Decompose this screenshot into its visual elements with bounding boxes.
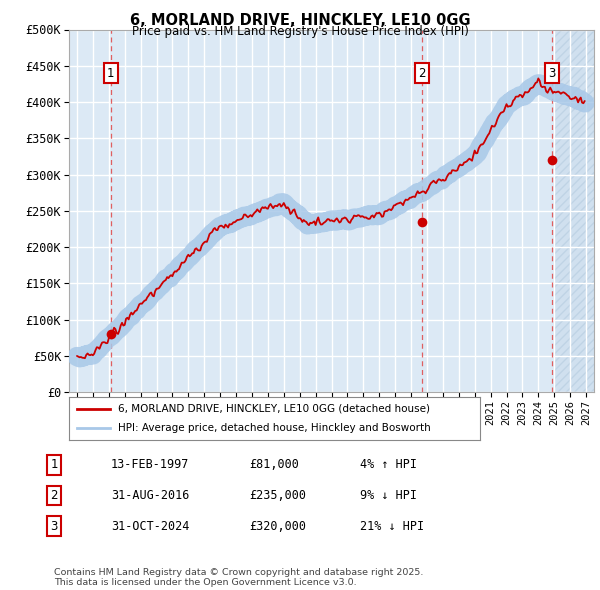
Text: 9% ↓ HPI: 9% ↓ HPI [360,489,417,502]
Text: HPI: Average price, detached house, Hinckley and Bosworth: HPI: Average price, detached house, Hinc… [118,423,431,433]
Text: 6, MORLAND DRIVE, HINCKLEY, LE10 0GG: 6, MORLAND DRIVE, HINCKLEY, LE10 0GG [130,13,470,28]
Text: 1: 1 [107,67,115,80]
Text: £235,000: £235,000 [249,489,306,502]
Text: 31-AUG-2016: 31-AUG-2016 [111,489,190,502]
Text: 6, MORLAND DRIVE, HINCKLEY, LE10 0GG (detached house): 6, MORLAND DRIVE, HINCKLEY, LE10 0GG (de… [118,404,430,414]
Text: £81,000: £81,000 [249,458,299,471]
Text: 2: 2 [50,489,58,502]
Text: Price paid vs. HM Land Registry's House Price Index (HPI): Price paid vs. HM Land Registry's House … [131,25,469,38]
Text: 2: 2 [418,67,425,80]
Text: 13-FEB-1997: 13-FEB-1997 [111,458,190,471]
Text: 1: 1 [50,458,58,471]
Text: £320,000: £320,000 [249,520,306,533]
Text: 31-OCT-2024: 31-OCT-2024 [111,520,190,533]
Bar [554,30,594,392]
Text: 3: 3 [50,520,58,533]
Text: 3: 3 [548,67,555,80]
Text: 4% ↑ HPI: 4% ↑ HPI [360,458,417,471]
Text: 21% ↓ HPI: 21% ↓ HPI [360,520,424,533]
Text: Contains HM Land Registry data © Crown copyright and database right 2025.
This d: Contains HM Land Registry data © Crown c… [54,568,424,587]
